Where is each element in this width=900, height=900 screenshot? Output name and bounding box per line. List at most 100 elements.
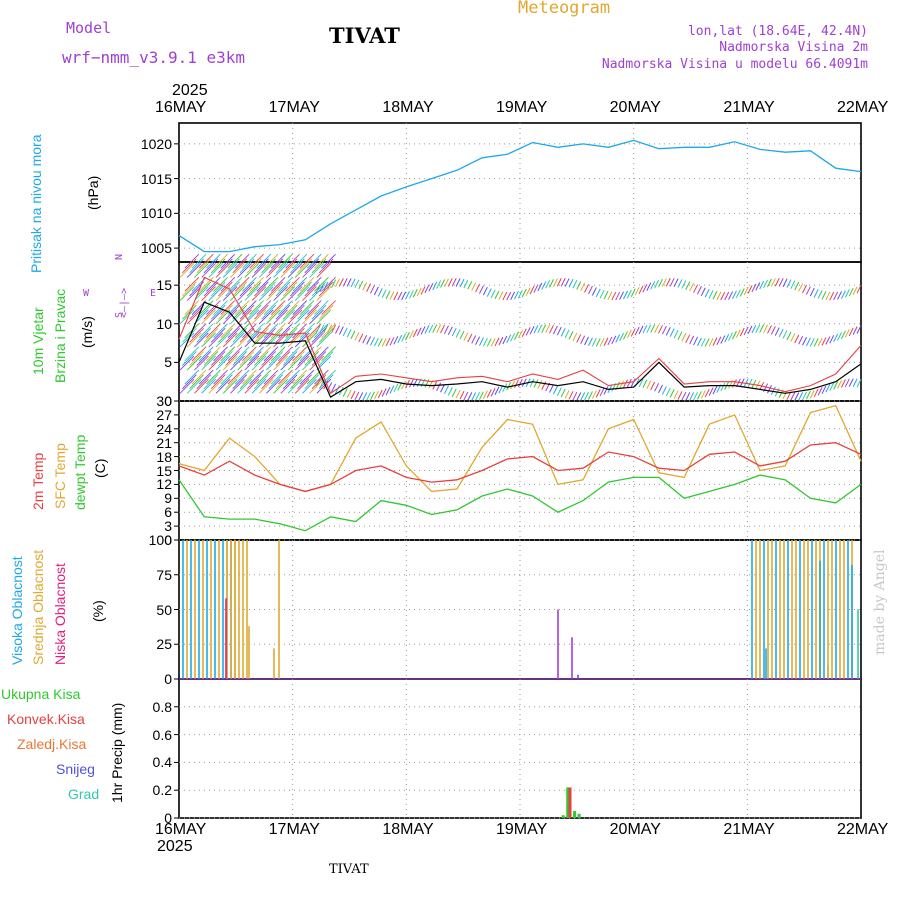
wind-barb bbox=[782, 390, 788, 399]
wind-barb bbox=[728, 291, 734, 300]
wind-barb bbox=[246, 281, 262, 297]
wind-barb bbox=[225, 281, 240, 297]
wind-barb bbox=[599, 289, 605, 299]
top-day-label: 16MAY bbox=[155, 99, 207, 116]
wind-barb bbox=[268, 327, 284, 343]
wind-barb bbox=[258, 286, 274, 301]
wind-barb bbox=[225, 327, 240, 343]
wind-barb bbox=[385, 386, 391, 396]
wind-barb bbox=[821, 291, 827, 300]
wind-barb bbox=[443, 325, 449, 335]
wind-barb bbox=[475, 283, 481, 293]
wind-barb bbox=[234, 369, 250, 385]
top-day-label: 20MAY bbox=[609, 99, 661, 116]
wind-barb bbox=[720, 335, 726, 344]
wind-barb bbox=[316, 263, 332, 278]
wind-barb bbox=[805, 337, 811, 347]
wind-barb bbox=[278, 300, 293, 315]
wind-barb bbox=[751, 324, 757, 334]
pressure-unit: (hPa) bbox=[85, 175, 101, 210]
wind-barb bbox=[234, 300, 250, 315]
wind-barb bbox=[401, 291, 407, 301]
pressure-ytick-label: 1010 bbox=[140, 205, 172, 222]
wind-barb bbox=[249, 253, 264, 269]
wind-barb bbox=[521, 378, 527, 387]
wind-barb bbox=[256, 277, 272, 292]
wind-barb bbox=[381, 388, 387, 397]
wind-barb bbox=[362, 282, 368, 291]
wind-barb bbox=[778, 328, 784, 338]
wind-barb bbox=[576, 334, 582, 343]
temperature-ytick-label: 3 bbox=[164, 518, 172, 535]
wind-barb bbox=[623, 290, 628, 300]
wind-barb bbox=[292, 300, 308, 315]
wind-barb bbox=[220, 253, 236, 269]
wind-barb bbox=[405, 331, 410, 341]
wind-barb bbox=[342, 277, 348, 287]
wind-barb bbox=[362, 392, 368, 401]
wind-barb bbox=[459, 390, 465, 400]
wind-barb bbox=[290, 374, 305, 389]
wind-barb bbox=[763, 279, 769, 289]
clouds-ytick-label: 0 bbox=[164, 671, 172, 687]
wind-barb bbox=[743, 286, 749, 296]
wind-barb bbox=[774, 327, 780, 336]
model-label: Model bbox=[66, 19, 112, 37]
wind-barb bbox=[294, 355, 310, 371]
wind-barb bbox=[393, 336, 399, 345]
wind-barb bbox=[270, 300, 286, 315]
wind-barb bbox=[673, 329, 679, 339]
wind-barb bbox=[244, 378, 260, 394]
wind-barb bbox=[273, 309, 288, 325]
wind-barb bbox=[203, 351, 219, 366]
precip-bar bbox=[568, 787, 572, 818]
wind-barb bbox=[525, 327, 531, 336]
wind-barb bbox=[533, 325, 539, 334]
wind-barb bbox=[829, 335, 835, 344]
wind-barb bbox=[471, 335, 477, 344]
wind-ytick-label: 15 bbox=[156, 277, 172, 294]
wind-barb bbox=[206, 253, 221, 269]
cloud-unit: (%) bbox=[90, 600, 106, 622]
wind-barb bbox=[471, 282, 477, 291]
wind-barb bbox=[685, 334, 691, 343]
wind-barb bbox=[735, 289, 741, 298]
wind-barb bbox=[556, 278, 562, 287]
wind-barb bbox=[287, 309, 303, 325]
wind-barb bbox=[825, 336, 831, 345]
wind-barb bbox=[552, 385, 558, 395]
wind-barb bbox=[191, 323, 207, 338]
wind-barb bbox=[220, 277, 236, 292]
wind-barb bbox=[479, 285, 484, 294]
wind-barb bbox=[424, 325, 430, 334]
temp-unit: (C) bbox=[92, 458, 108, 478]
wind-barb bbox=[232, 281, 248, 297]
wind-barb bbox=[285, 346, 300, 362]
wind-barb bbox=[755, 324, 761, 333]
wind-barb bbox=[201, 263, 216, 278]
wind-barb bbox=[321, 323, 336, 338]
wind-barb bbox=[840, 379, 846, 388]
wind-barb bbox=[258, 332, 274, 348]
wind-barb bbox=[549, 384, 554, 393]
wind-barb bbox=[222, 263, 238, 278]
wind-barb bbox=[184, 253, 200, 269]
wind-barb bbox=[294, 263, 310, 278]
wind-barb bbox=[316, 332, 332, 348]
wind-barb bbox=[266, 309, 281, 325]
wind-barb bbox=[451, 278, 457, 287]
wind-barb bbox=[432, 324, 438, 333]
wind-barb bbox=[821, 385, 827, 395]
bottom-day-label: 20MAY bbox=[609, 821, 661, 838]
wind-barb bbox=[304, 374, 320, 389]
wind-barb bbox=[451, 327, 457, 337]
temperature-ytick-label: 30 bbox=[156, 393, 172, 409]
temp2m-label: 2m Temp bbox=[30, 452, 46, 510]
wind-barb bbox=[246, 258, 262, 274]
precip-ytick-label: 0.8 bbox=[152, 698, 172, 715]
wind-barb bbox=[580, 392, 586, 401]
compass-west: W bbox=[83, 288, 90, 299]
wind-barb bbox=[595, 288, 601, 298]
wind-barb bbox=[693, 284, 698, 293]
wind-barb bbox=[261, 374, 276, 389]
